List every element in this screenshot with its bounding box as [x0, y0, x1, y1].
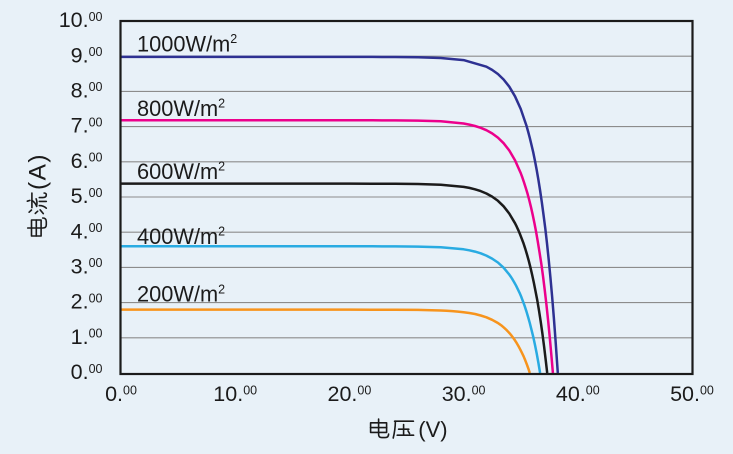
svg-text:0.00: 0.00 — [71, 360, 103, 384]
svg-text:(V): (V) — [418, 417, 447, 442]
svg-text:0.00: 0.00 — [105, 382, 137, 406]
svg-text:50.00: 50.00 — [670, 382, 714, 406]
svg-text:10.00: 10.00 — [213, 382, 257, 406]
svg-text:5.00: 5.00 — [71, 184, 103, 208]
svg-text:600W/m2: 600W/m2 — [137, 159, 225, 184]
svg-text:10.00: 10.00 — [59, 8, 103, 32]
svg-text:1.00: 1.00 — [71, 325, 103, 349]
svg-text:7.00: 7.00 — [71, 114, 103, 138]
svg-text:200W/m2: 200W/m2 — [137, 282, 225, 307]
svg-text:800W/m2: 800W/m2 — [137, 96, 225, 121]
svg-text:8.00: 8.00 — [71, 79, 103, 103]
svg-text:3.00: 3.00 — [71, 255, 103, 279]
svg-text:4.00: 4.00 — [71, 219, 103, 243]
svg-text:1000W/m2: 1000W/m2 — [137, 32, 237, 57]
svg-text:6.00: 6.00 — [71, 149, 103, 173]
svg-text:400W/m2: 400W/m2 — [137, 224, 225, 249]
svg-text:30.00: 30.00 — [442, 382, 486, 406]
svg-text:2.00: 2.00 — [71, 290, 103, 314]
svg-text:9.00: 9.00 — [71, 43, 103, 67]
svg-text:40.00: 40.00 — [556, 382, 600, 406]
svg-text:(A): (A) — [25, 155, 52, 191]
svg-text:20.00: 20.00 — [328, 382, 372, 406]
